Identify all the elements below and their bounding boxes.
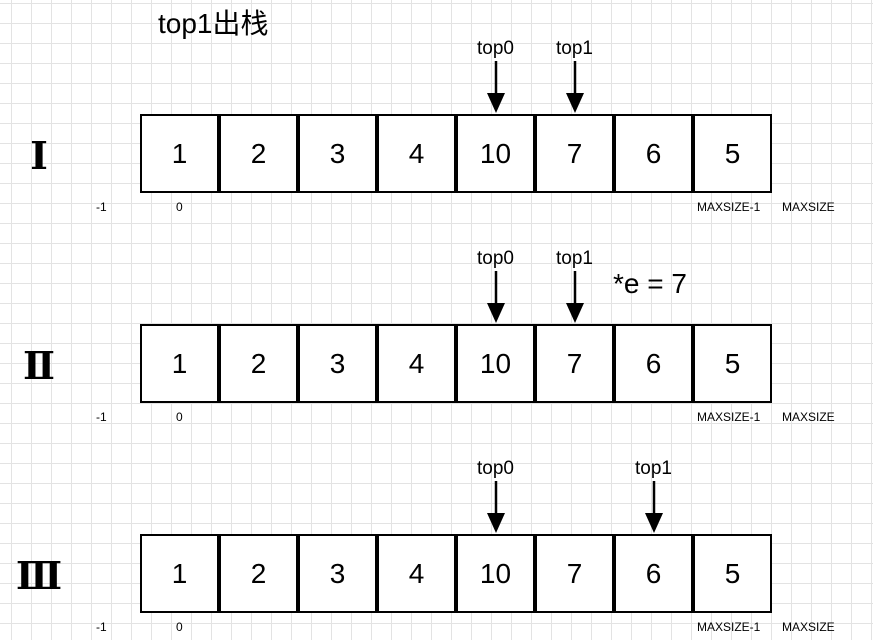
stack-cell: 2 <box>219 114 298 193</box>
stack-cell: 10 <box>456 534 535 613</box>
stack-array: 1 2 3 4 10 7 6 5 <box>140 114 772 193</box>
index-label-zero: 0 <box>176 410 183 424</box>
stack-cell: 4 <box>377 324 456 403</box>
stack-cell: 3 <box>298 324 377 403</box>
down-arrow-icon <box>486 271 505 323</box>
top0-pointer-label: top0 <box>477 38 514 59</box>
index-label-maxsize: MAXSIZE <box>782 200 835 214</box>
down-arrow-icon <box>486 61 505 113</box>
popped-value-note: *e = 7 <box>613 268 687 299</box>
top1-pointer-label: top1 <box>556 38 593 59</box>
top1-pointer-label: top1 <box>556 248 593 269</box>
index-label-maxsize-minus-one: MAXSIZE-1 <box>697 410 761 424</box>
stack-cell: 5 <box>693 534 772 613</box>
index-label-minus-one: -1 <box>96 410 107 424</box>
index-label-maxsize: MAXSIZE <box>782 410 835 424</box>
top0-pointer-label: top0 <box>477 248 514 269</box>
index-label-zero: 0 <box>176 620 183 634</box>
stack-cell: 2 <box>219 324 298 403</box>
top0-pointer-label: top0 <box>477 458 514 479</box>
stack-cell: 10 <box>456 324 535 403</box>
stack-cell: 7 <box>535 534 614 613</box>
step-label: Ⅲ <box>15 553 63 598</box>
index-label-maxsize-minus-one: MAXSIZE-1 <box>697 200 761 214</box>
index-label-zero: 0 <box>176 200 183 214</box>
stack-cell: 4 <box>377 534 456 613</box>
index-label-maxsize-minus-one: MAXSIZE-1 <box>697 620 761 634</box>
stack-cell: 1 <box>140 324 219 403</box>
stack-array: 1 2 3 4 10 7 6 5 <box>140 324 772 403</box>
step-label: Ⅱ <box>22 343 56 388</box>
stack-cell: 1 <box>140 534 219 613</box>
step-label: Ⅰ <box>30 133 48 178</box>
down-arrow-icon <box>565 271 584 323</box>
index-label-maxsize: MAXSIZE <box>782 620 835 634</box>
stack-cell: 7 <box>535 114 614 193</box>
stack-array: 1 2 3 4 10 7 6 5 <box>140 534 772 613</box>
stack-cell: 5 <box>693 324 772 403</box>
down-arrow-icon <box>565 61 584 113</box>
index-label-minus-one: -1 <box>96 200 107 214</box>
index-label-minus-one: -1 <box>96 620 107 634</box>
stack-cell: 6 <box>614 534 693 613</box>
stack-cell: 6 <box>614 324 693 403</box>
stack-cell: 2 <box>219 534 298 613</box>
stack-cell: 10 <box>456 114 535 193</box>
stack-cell: 6 <box>614 114 693 193</box>
stack-cell: 5 <box>693 114 772 193</box>
top1-pointer-label: top1 <box>635 458 672 479</box>
stack-cell: 4 <box>377 114 456 193</box>
down-arrow-icon <box>644 481 663 533</box>
stack-cell: 1 <box>140 114 219 193</box>
stack-cell: 7 <box>535 324 614 403</box>
stack-cell: 3 <box>298 114 377 193</box>
down-arrow-icon <box>486 481 505 533</box>
diagram-title: top1出栈 <box>158 8 269 39</box>
stack-cell: 3 <box>298 534 377 613</box>
